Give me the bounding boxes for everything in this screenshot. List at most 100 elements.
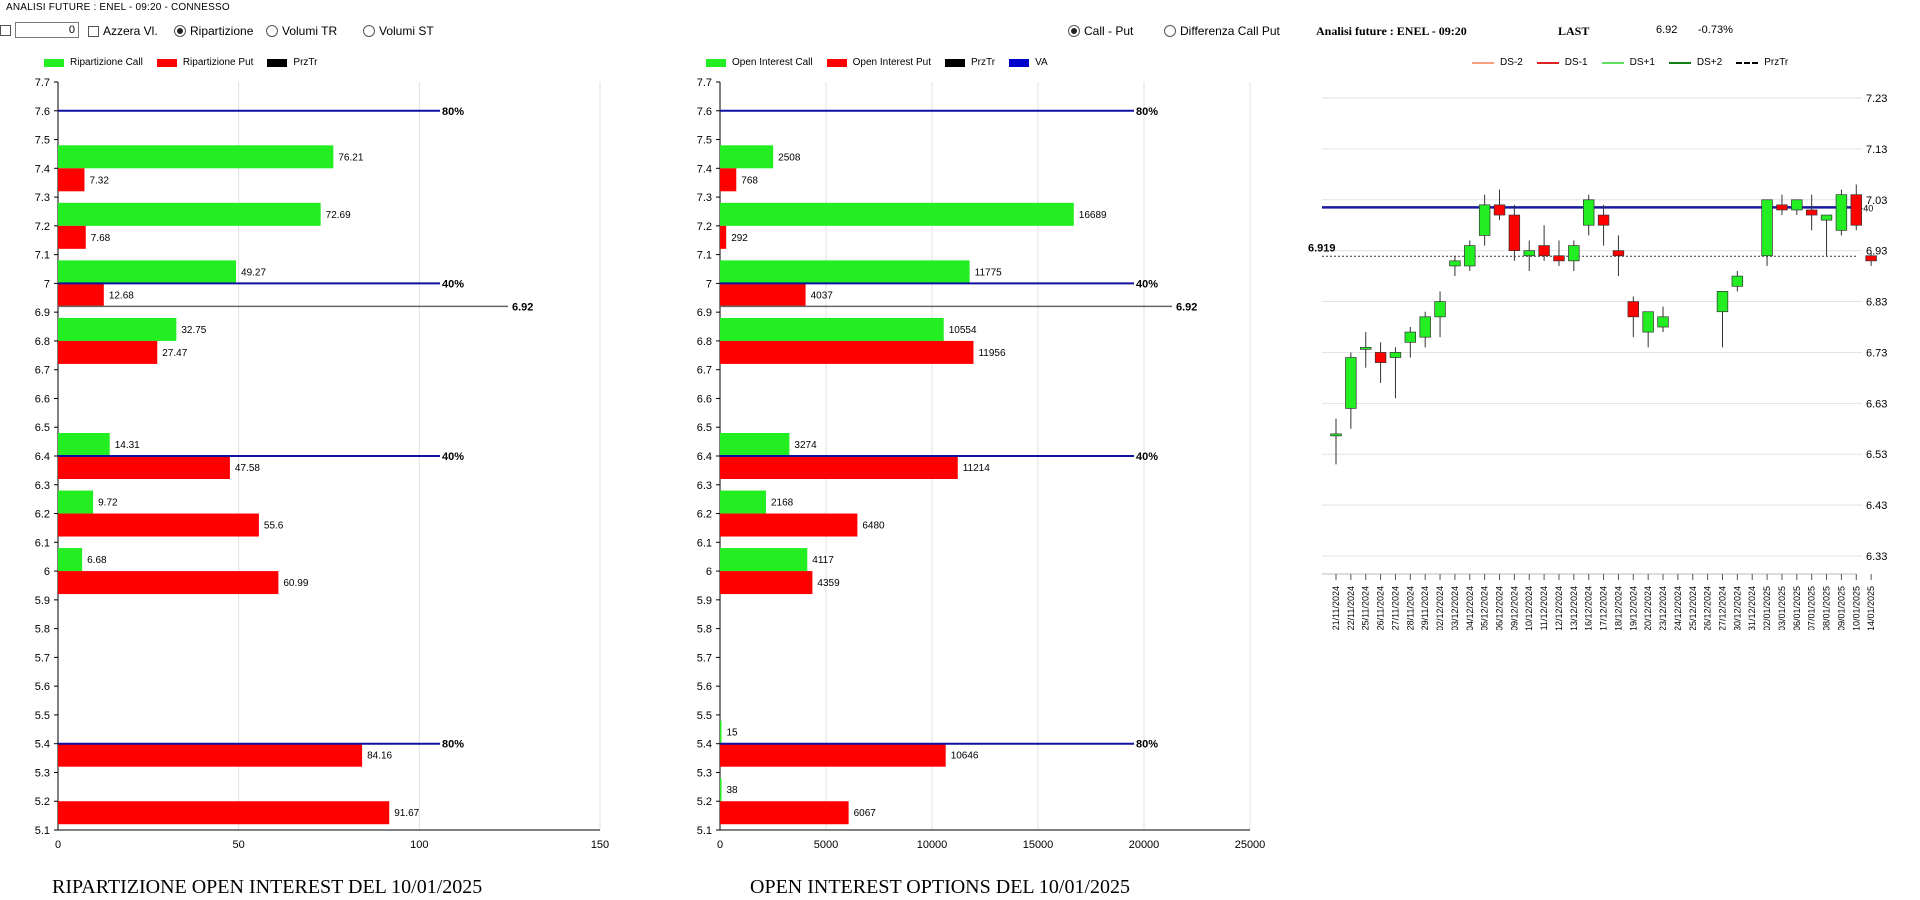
y-tick-label: 5.7	[35, 652, 50, 664]
legend1-call: Ripartizione Call	[44, 57, 143, 68]
x-tick-label: 0	[717, 839, 723, 851]
candle-down	[1597, 214, 1610, 226]
y-tick-label: 6.7	[35, 365, 50, 377]
legend3-ds+1-line	[1601, 61, 1624, 64]
radio-volumi-tr-dot[interactable]	[266, 25, 278, 37]
legend2-call: Open Interest Call	[706, 57, 813, 68]
call-bar	[720, 317, 944, 341]
put-bar	[58, 801, 390, 825]
radio-call-put[interactable]: Call - Put	[1068, 24, 1133, 38]
candle-up	[1330, 433, 1342, 437]
y-tick-label: 5.4	[35, 739, 50, 751]
date-label: 10/12/2024	[1524, 586, 1534, 630]
bar-value-label: 38	[727, 785, 739, 796]
chart-ripartizione: 0 50 100 150 7.7 7.6 7.5 7.4 7.3 7.2 7.1 7 6.9 6.8 6.7…	[35, 77, 609, 851]
bar-value-label: 6480	[862, 521, 885, 532]
date-label: 20/12/2024	[1643, 586, 1653, 630]
legend2-va-label: VA	[1035, 57, 1048, 68]
y-tick-label: 7.13	[1866, 144, 1887, 156]
legend-chart2: Open Interest Call Open Interest Put Prz…	[706, 57, 1048, 68]
y-tick-label: 5.7	[697, 652, 712, 664]
legend2-va: VA	[1009, 57, 1048, 68]
date-label: 22/11/2024	[1346, 586, 1356, 630]
radio-call-put-dot[interactable]	[1068, 25, 1080, 37]
date-label: 28/11/2024	[1405, 586, 1415, 630]
y-tick-label: 7	[44, 278, 50, 290]
y-tick-label: 6.9	[35, 307, 50, 319]
radio-volumi-st[interactable]: Volumi ST	[363, 24, 434, 38]
legend3-ds-2: DS-2	[1472, 57, 1523, 68]
call-bar	[720, 778, 722, 802]
bar-value-label: 9.72	[98, 498, 118, 509]
legend2-prztr-label: PrzTr	[971, 57, 996, 68]
chart-candlestick: 7.237.137.036.936.836.736.636.536.436.33…	[1308, 93, 1887, 630]
put-bar	[58, 168, 85, 192]
put-bar	[720, 801, 849, 825]
date-label: 17/12/2024	[1599, 586, 1609, 630]
radio-differenza[interactable]: Differenza Call Put	[1164, 24, 1280, 38]
date-label: 26/12/2024	[1703, 586, 1713, 630]
radio-volumi-st-dot[interactable]	[363, 25, 375, 37]
legend-chart1: Ripartizione Call Ripartizione Put PrzTr	[44, 57, 317, 68]
ref-line-label: 40%	[442, 278, 464, 290]
legend3-ds-1-label: DS-1	[1564, 57, 1588, 68]
radio-ripartizione[interactable]: Ripartizione	[174, 24, 253, 38]
candle-up	[1568, 245, 1580, 262]
future-header-name: Analisi future : ENEL - 09:20	[1316, 24, 1467, 38]
y-tick-label: 5.5	[35, 710, 50, 722]
reset-checkbox[interactable]	[88, 25, 99, 37]
call-bar	[58, 433, 110, 456]
legend3-prztr: PrzTr	[1736, 57, 1788, 68]
put-bar	[720, 743, 946, 767]
call-bar	[58, 260, 237, 284]
candle-up	[1389, 352, 1402, 358]
y-tick-label: 7.2	[35, 221, 50, 233]
bar-value-label: 6067	[854, 808, 877, 819]
prztr-label: 6.919	[1308, 242, 1336, 254]
candle-up	[1761, 199, 1773, 257]
legend3-ds+2-label: DS+2	[1696, 57, 1723, 68]
y-tick-label: 5.2	[35, 796, 50, 808]
legend3-prztr-label: PrzTr	[1764, 57, 1789, 68]
call-bar	[720, 260, 970, 284]
bar-value-label: 12.68	[109, 290, 134, 301]
put-bar	[58, 225, 86, 249]
date-label: 23/12/2024	[1658, 586, 1668, 630]
prztr-label: 6.92	[1176, 301, 1197, 313]
call-bar	[720, 145, 774, 169]
radio-differenza-dot[interactable]	[1164, 25, 1176, 37]
window-title: ANALISI FUTURE : ENEL - 09:20 - CONNESSO	[6, 2, 230, 13]
legend1-call-swatch	[44, 58, 64, 67]
put-bar	[720, 571, 813, 595]
ref-line-label: 40%	[1136, 278, 1158, 290]
legend3-ds-1-line	[1536, 61, 1559, 64]
y-tick-label: 7.23	[1866, 93, 1887, 105]
bar-value-label: 4037	[811, 290, 834, 301]
legend-chart3: DS-2 DS-1 DS+1 DS+2 PrzTr	[1472, 57, 1788, 68]
y-tick-label: 5.5	[697, 710, 712, 722]
radio-ripartizione-dot[interactable]	[174, 25, 186, 37]
number-input[interactable]: 0	[15, 22, 79, 38]
enable-checkbox[interactable]	[0, 24, 11, 36]
toolbar-left: 0	[0, 22, 79, 38]
date-label: 03/01/2025	[1777, 586, 1787, 630]
candle-down	[1865, 255, 1877, 262]
y-tick-label: 6.4	[35, 451, 50, 463]
date-label: 12/12/2024	[1554, 586, 1564, 630]
legend1-put: Ripartizione Put	[156, 57, 253, 68]
y-tick-label: 5.8	[35, 624, 50, 636]
reset-checkbox-group[interactable]: Azzera Vl.	[88, 24, 158, 38]
legend2-va-swatch	[1009, 58, 1030, 67]
legend3-ds+1-label: DS+1	[1629, 57, 1655, 68]
candle-down	[1538, 245, 1550, 257]
bar-value-label: 76.21	[338, 152, 363, 163]
y-tick-label: 7	[706, 278, 712, 290]
ref-line-label: 40%	[1136, 451, 1158, 463]
date-label: 07/01/2025	[1807, 586, 1817, 630]
candle-up	[1464, 245, 1476, 267]
candle-up	[1419, 316, 1431, 338]
y-tick-label: 6.1	[35, 537, 50, 549]
bar-value-label: 11956	[978, 348, 1006, 359]
y-tick-label: 7.6	[697, 106, 712, 118]
radio-volumi-tr[interactable]: Volumi TR	[266, 24, 337, 38]
